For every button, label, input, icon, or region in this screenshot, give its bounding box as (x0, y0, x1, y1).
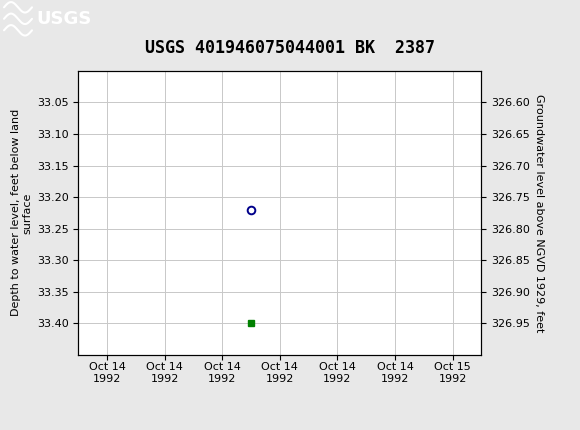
Text: USGS 401946075044001 BK  2387: USGS 401946075044001 BK 2387 (145, 40, 435, 57)
Y-axis label: Depth to water level, feet below land
surface: Depth to water level, feet below land su… (11, 109, 32, 316)
Text: USGS: USGS (36, 10, 92, 28)
Y-axis label: Groundwater level above NGVD 1929, feet: Groundwater level above NGVD 1929, feet (534, 94, 544, 332)
